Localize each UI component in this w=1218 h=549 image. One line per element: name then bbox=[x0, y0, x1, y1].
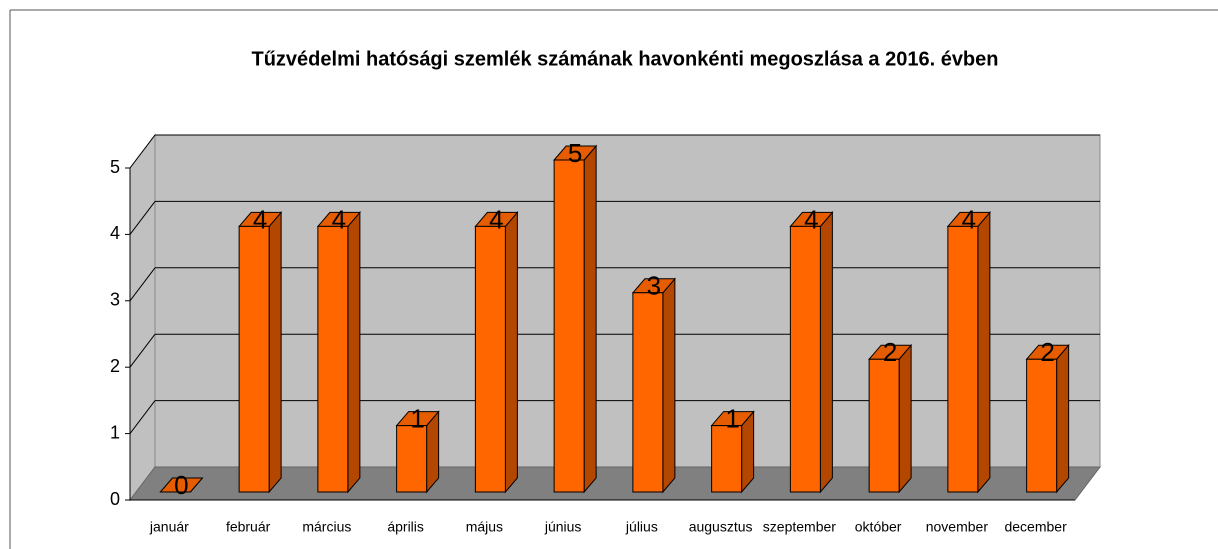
bar-side bbox=[977, 211, 991, 494]
y-tick-label: 3 bbox=[110, 290, 120, 310]
y-tick-label: 4 bbox=[110, 223, 120, 243]
bar-front bbox=[947, 225, 979, 493]
bar bbox=[710, 410, 755, 494]
bar-side bbox=[268, 211, 282, 494]
bar bbox=[789, 211, 834, 494]
data-label: 4 bbox=[489, 204, 503, 234]
x-tick-label: október bbox=[855, 519, 902, 535]
data-label: 3 bbox=[647, 271, 661, 301]
x-tick-label: november bbox=[926, 519, 989, 535]
chart-title: Tűzvédelmi hatósági szemlék számának hav… bbox=[252, 48, 999, 70]
bar bbox=[395, 410, 440, 494]
bar-front bbox=[1026, 358, 1058, 493]
bar-front bbox=[711, 425, 743, 493]
side-wall bbox=[129, 133, 156, 502]
bar-front bbox=[396, 425, 428, 493]
bar bbox=[238, 211, 283, 494]
data-label: 2 bbox=[1040, 337, 1054, 367]
data-label: 1 bbox=[725, 403, 739, 433]
data-label: 0 bbox=[174, 470, 188, 500]
x-tick-label: március bbox=[302, 519, 351, 535]
x-tick-label: február bbox=[226, 519, 271, 535]
y-tick-label: 0 bbox=[110, 489, 120, 509]
y-tick-label: 1 bbox=[110, 422, 120, 442]
bar bbox=[631, 277, 676, 494]
bar-side bbox=[583, 144, 597, 494]
bar bbox=[316, 211, 361, 494]
data-label: 4 bbox=[804, 204, 818, 234]
bar-front bbox=[317, 225, 349, 493]
bar-front bbox=[868, 358, 900, 493]
bar-front bbox=[789, 225, 821, 493]
x-tick-label: június bbox=[544, 519, 582, 535]
data-label: 1 bbox=[410, 403, 424, 433]
bar-front bbox=[474, 225, 506, 493]
bar-side bbox=[662, 277, 676, 494]
x-tick-label: január bbox=[149, 519, 189, 535]
x-tick-label: szeptember bbox=[763, 519, 836, 535]
bar-front bbox=[632, 292, 664, 493]
grid-line bbox=[129, 134, 156, 169]
y-tick-label: 2 bbox=[110, 356, 120, 376]
grid-line bbox=[129, 400, 156, 434]
bar-front bbox=[553, 159, 585, 493]
bar bbox=[868, 343, 913, 494]
x-tick-label: december bbox=[1004, 519, 1067, 535]
grid-line bbox=[129, 201, 156, 235]
bar-side bbox=[347, 211, 361, 494]
bar bbox=[553, 144, 598, 494]
bar-side bbox=[1056, 343, 1070, 494]
x-tick-label: augusztus bbox=[689, 519, 753, 535]
x-tick-label: április bbox=[387, 519, 424, 535]
data-label: 4 bbox=[332, 204, 346, 234]
bar-front bbox=[238, 225, 270, 493]
bar bbox=[159, 477, 204, 493]
bar bbox=[474, 211, 519, 494]
data-label: 4 bbox=[962, 204, 976, 234]
bar-side bbox=[898, 343, 912, 494]
bar bbox=[946, 211, 991, 494]
data-label: 5 bbox=[568, 138, 582, 168]
data-label: 4 bbox=[253, 204, 267, 234]
data-label: 2 bbox=[883, 337, 897, 367]
bar-side bbox=[819, 211, 833, 494]
bar bbox=[1025, 343, 1070, 494]
x-tick-label: július bbox=[625, 519, 658, 535]
bar-side bbox=[504, 211, 518, 494]
grid-line bbox=[129, 333, 156, 368]
x-tick-label: május bbox=[466, 519, 503, 535]
y-tick-label: 5 bbox=[110, 157, 120, 177]
grid-line bbox=[129, 267, 156, 302]
